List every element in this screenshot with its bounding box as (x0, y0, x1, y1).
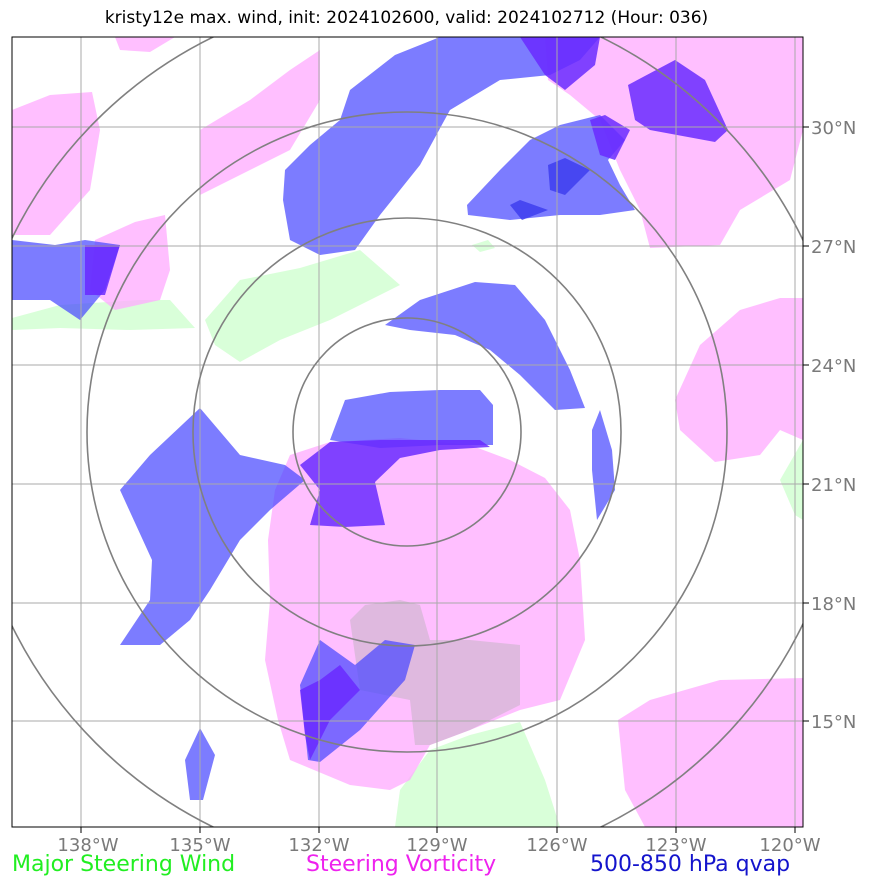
wind-region-west (12, 300, 195, 330)
lon-label-132w: 132°W (288, 835, 349, 856)
lon-label-129w: 129°W (406, 835, 467, 856)
vort-region-se (618, 678, 803, 827)
qvap-region-east-strip (592, 410, 615, 520)
steering-wind-regions (12, 240, 803, 827)
lon-label-126w: 126°W (526, 835, 587, 856)
lat-label-15n: 15°N (811, 712, 856, 733)
lat-label-27n: 27°N (811, 237, 856, 258)
qvap-region-south (300, 640, 415, 762)
qvap-region-sw (120, 408, 305, 645)
vort-region-e (675, 298, 803, 462)
qvap-dark-patches (510, 158, 590, 220)
lat-label-30n: 30°N (811, 118, 856, 139)
overlap-region (350, 600, 520, 745)
intense-region-ne (628, 60, 728, 142)
lon-label-138w: 138°W (57, 835, 118, 856)
vort-region-n2 (200, 50, 320, 195)
legend-qvap: 500-850 hPa qvap (590, 852, 791, 877)
vort-region-n1 (115, 37, 175, 52)
intense-region-ne3 (590, 115, 630, 160)
lon-labels: 138°W 135°W 132°W 129°W 126°W 123°W 120°… (57, 835, 820, 856)
lat-lon-grid (12, 37, 803, 827)
legend-steering-vorticity: Steering Vorticity (306, 852, 497, 877)
lon-label-120w: 120°W (759, 835, 820, 856)
map-title: kristy12e max. wind, init: 2024102600, v… (104, 8, 709, 28)
qvap-region-center (330, 390, 493, 448)
intense-region-south (300, 665, 360, 760)
qvap-region-arc (385, 282, 585, 410)
wind-region-east (780, 440, 803, 520)
axis-ticks (80, 126, 809, 833)
intense-overlap-regions (85, 37, 728, 760)
map-frame (11, 36, 804, 828)
legend-steering-wind: Major Steering Wind (12, 852, 236, 877)
intense-region-west (85, 245, 120, 295)
wind-region-central (205, 250, 400, 362)
vort-region-ne (545, 37, 803, 248)
lat-labels: 30°N 27°N 24°N 21°N 18°N 15°N (811, 118, 856, 733)
intense-region-center (300, 440, 490, 527)
lat-label-18n: 18°N (811, 594, 856, 615)
range-rings (12, 37, 803, 827)
qvap-region-north (283, 37, 600, 255)
vort-region-w (90, 215, 170, 310)
wind-region-south (395, 722, 560, 827)
lon-label-135w: 135°W (169, 835, 230, 856)
lon-label-123w: 123°W (645, 835, 706, 856)
lat-label-21n: 21°N (811, 475, 856, 496)
lat-label-24n: 24°N (811, 356, 856, 377)
intense-region-ne2 (520, 37, 600, 90)
